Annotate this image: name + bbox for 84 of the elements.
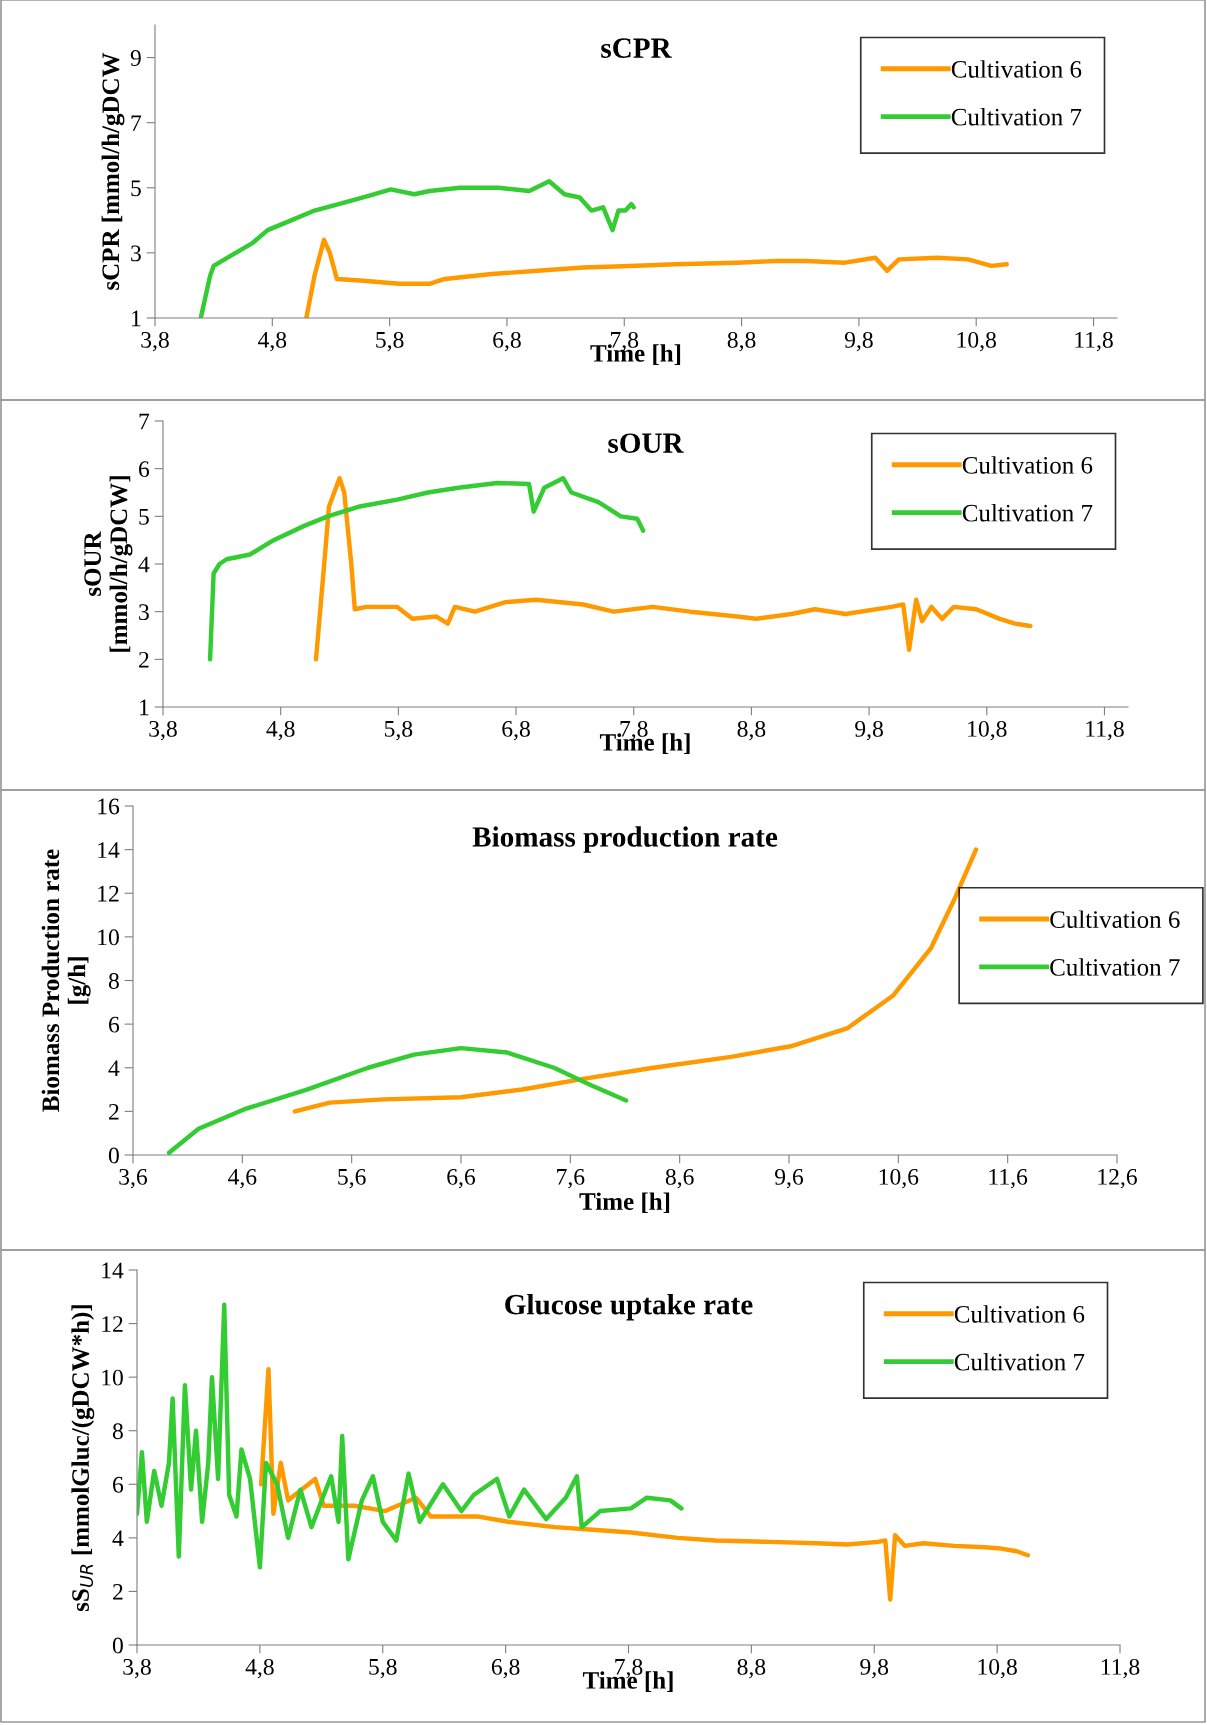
legend-label: Cultivation 6 (951, 60, 1082, 78)
y-tick-label: 8 (112, 1423, 123, 1440)
y-tick-label: 5 (131, 180, 141, 197)
x-axis-title: Time [h] (579, 1192, 670, 1214)
x-tick-label: 9,8 (844, 331, 873, 352)
x-tick-label: 8,8 (737, 1658, 766, 1679)
y-tick-label: 2 (109, 1103, 119, 1120)
y-tick-label: 3 (139, 604, 149, 621)
y-axis-title: sCPR [mmol/h/gDCW (101, 52, 125, 290)
x-tick-label: 9,6 (775, 1168, 804, 1189)
x-tick-label: 11,8 (1086, 720, 1124, 741)
x-tick-label: 4,6 (228, 1168, 257, 1189)
x-tick-label: 11,8 (1075, 331, 1113, 352)
x-tick-label: 9,8 (855, 720, 883, 741)
legend-label: Cultivation 7 (962, 503, 1093, 522)
x-tick-label: 4,8 (266, 720, 295, 741)
y-tick-label: 7 (139, 413, 150, 430)
y-tick-label: 2 (139, 651, 149, 668)
x-tick-label: 6,6 (447, 1168, 476, 1189)
y-tick-label: 5 (139, 509, 149, 525)
chart-title: sCPR (601, 38, 672, 58)
y-tick-label: 0 (108, 1147, 119, 1164)
y-tick-label: 12 (98, 885, 119, 902)
text: Glucose uptake rate (505, 1293, 753, 1321)
legend-label: Cultivation 6 (1050, 910, 1180, 929)
y-tick-label: 0 (112, 1637, 123, 1654)
x-tick-label: 10,6 (879, 1168, 919, 1189)
text: Biomass production rate (472, 826, 778, 853)
y-tick-label: 3 (131, 245, 141, 262)
x-tick-label: 4,8 (245, 1658, 274, 1679)
x-tick-label: 3,8 (141, 331, 169, 352)
y-axis-title: Biomass Production rate [g/h] (41, 849, 91, 1112)
y-axis-title: sS$_{UR}$ [mmolGluc/(gDCW*h)] (71, 1305, 95, 1612)
y-tick-label: 2 (113, 1583, 123, 1600)
x-tick-label: 6,8 (493, 331, 521, 352)
y-tick-label: 10 (102, 1369, 123, 1386)
y-tick-label: 8 (108, 972, 119, 989)
x-tick-label: 4,8 (258, 331, 287, 352)
x-tick-label: 10,8 (978, 1658, 1017, 1679)
x-tick-label: 7,6 (557, 1168, 585, 1189)
x-tick-label: 5,8 (384, 720, 413, 741)
y-axis-title: sOUR [mmol/h/gDCW] (84, 476, 133, 652)
y-tick-label: 10 (98, 929, 119, 946)
legend-label: Cultivation 6 (954, 1305, 1085, 1323)
x-tick-label: 11,8 (1101, 1658, 1140, 1679)
y-tick-label: 1 (132, 310, 141, 327)
y-tick-label: 6 (109, 1016, 120, 1033)
x-tick-label: 8,6 (665, 1168, 694, 1189)
y-tick-label: 14 (98, 842, 120, 858)
y-tick-label: 12 (102, 1316, 123, 1332)
x-tick-label: 5,6 (338, 1168, 366, 1189)
y-tick-label: 7 (131, 115, 142, 131)
x-tick-label: 10,8 (968, 720, 1007, 741)
y-tick-label: 4 (112, 1530, 124, 1547)
y-tick-label: 6 (139, 461, 150, 478)
legend-label: Cultivation 7 (954, 1352, 1085, 1371)
chart-title: sOUR (608, 433, 684, 453)
legend-label: Cultivation 7 (951, 107, 1082, 126)
x-tick-label: 10,8 (957, 331, 996, 352)
legend-label: Cultivation 6 (962, 456, 1093, 474)
x-tick-label: 9,8 (860, 1658, 889, 1679)
y-tick-label: 6 (113, 1476, 124, 1493)
line-series (198, 179, 636, 318)
x-tick-label: 12,6 (1098, 1168, 1137, 1189)
x-tick-label: 11,6 (989, 1168, 1028, 1189)
x-tick-label: 5,8 (369, 1658, 397, 1679)
y-tick-label: 16 (98, 798, 120, 815)
x-tick-label: 5,8 (376, 331, 404, 352)
line-series (166, 1045, 629, 1155)
legend-label: Cultivation 7 (1050, 958, 1180, 976)
line-series (207, 475, 646, 662)
x-tick-label: 3,8 (149, 720, 177, 741)
y-tick-label: 14 (102, 1262, 124, 1279)
x-tick-label: 8,8 (737, 720, 766, 741)
x-tick-label: 3,8 (123, 1658, 151, 1679)
x-tick-label: 6,8 (502, 720, 530, 741)
y-tick-label: 4 (138, 556, 150, 573)
line-series (304, 237, 1009, 318)
y-tick-label: 1 (140, 699, 149, 716)
x-tick-label: 8,8 (727, 331, 756, 352)
y-tick-label: 4 (108, 1060, 120, 1076)
x-tick-label: 6,8 (491, 1658, 520, 1679)
x-tick-label: 3,6 (119, 1168, 148, 1189)
y-tick-label: 9 (130, 50, 141, 66)
